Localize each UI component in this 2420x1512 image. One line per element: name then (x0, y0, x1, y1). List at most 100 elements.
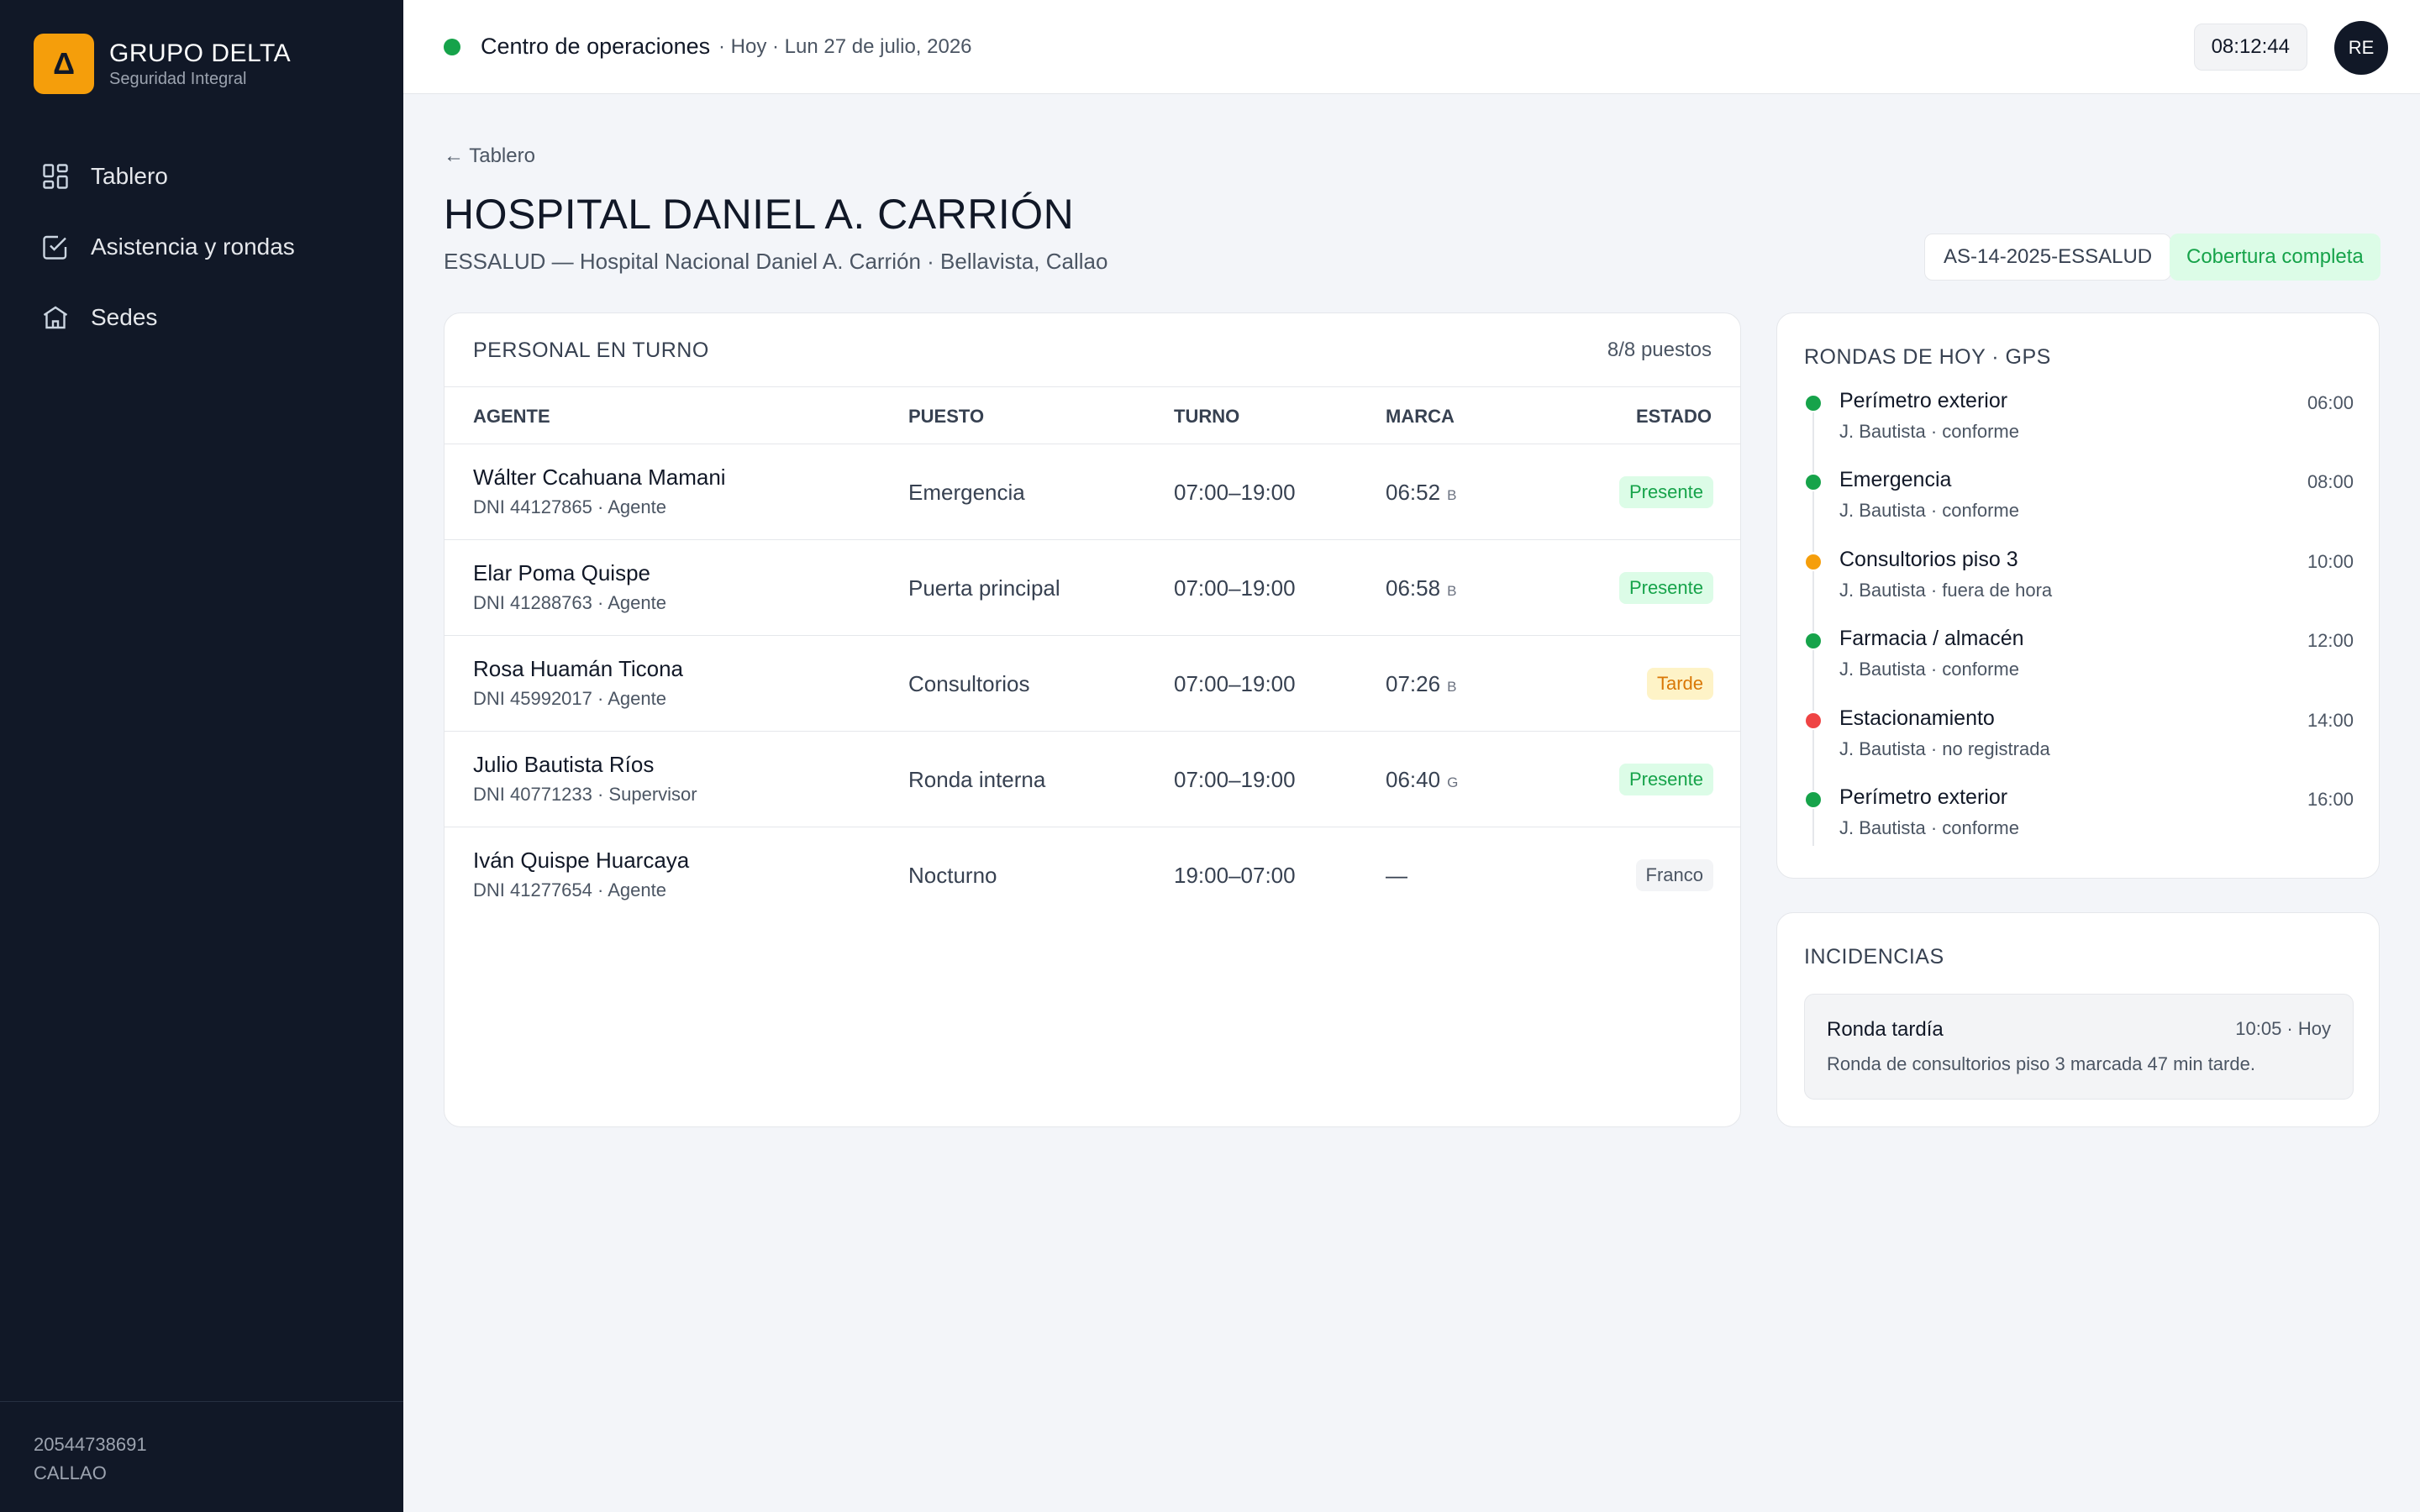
agent-post: Consultorios (908, 671, 1030, 696)
agent-meta: DNI 41277654 · Agente (473, 879, 666, 900)
clock: 08:12:44 (2193, 24, 2307, 71)
table-row[interactable]: Rosa Huamán Ticona DNI 45992017 · Agente… (445, 636, 1740, 732)
mark-source: B (1447, 679, 1457, 695)
status-badge: Presente (1618, 476, 1713, 508)
mark-source: B (1447, 487, 1457, 503)
brand[interactable]: Δ GRUPO DELTA Seguridad Integral (34, 34, 291, 94)
card-title: INCIDENCIAS (1804, 945, 1944, 969)
mark-source: B (1447, 583, 1457, 599)
sidebar-footer: 20544738691 CALLAO (0, 1401, 403, 1512)
sidebar: Δ GRUPO DELTA Seguridad Integral Tablero… (0, 0, 403, 1512)
sidebar-item-label: Asistencia y rondas (91, 234, 295, 260)
staff-on-duty-card: PERSONAL EN TURNO 8/8 puestos AGENTE PUE… (444, 312, 1741, 1127)
mark-time: — (1386, 863, 1407, 888)
round-time: 10:00 (2307, 550, 2354, 572)
table-row[interactable]: Elar Poma Quispe DNI 41288763 · Agente P… (445, 540, 1740, 636)
agent-shift: 07:00–19:00 (1174, 767, 1296, 792)
column-header-post: PUESTO (908, 406, 985, 427)
round-meta: J. Bautista · conforme (1839, 816, 2019, 838)
page-title: HOSPITAL DANIEL A. CARRIÓN (444, 191, 1075, 238)
agent-name: Wálter Ccahuana Mamani (473, 465, 726, 490)
coverage-status-badge: Cobertura completa (2170, 234, 2381, 281)
card-title: PERSONAL EN TURNO (473, 339, 709, 362)
round-status-dot-icon (1806, 396, 1821, 411)
sidebar-item-label: Sedes (91, 304, 158, 330)
timeline-connector (1812, 650, 1814, 711)
mark-time: 06:40 (1386, 767, 1441, 792)
grid-icon (43, 164, 68, 189)
agent-meta: DNI 40771233 · Supervisor (473, 784, 697, 805)
rounds-timeline: Perímetro exterior J. Bautista · conform… (1804, 389, 2354, 864)
topbar-title: Centro de operaciones (481, 34, 711, 59)
round-item[interactable]: Estacionamiento J. Bautista · no registr… (1804, 706, 2354, 790)
brand-name: GRUPO DELTA (109, 39, 292, 67)
company-ruc: 20544738691 (34, 1434, 147, 1455)
column-header-agent: AGENTE (473, 406, 550, 427)
status-badge: Presente (1618, 764, 1713, 795)
round-item[interactable]: Perímetro exterior J. Bautista · conform… (1804, 389, 2354, 473)
topbar: Centro de operaciones · Hoy · Lun 27 de … (403, 0, 2420, 94)
round-time: 08:00 (2307, 471, 2354, 493)
column-header-mark: MARCA (1386, 406, 1455, 427)
round-meta: J. Bautista · conforme (1839, 659, 2019, 680)
sidebar-item-tablero[interactable]: Tablero (0, 141, 403, 212)
status-badge: Presente (1618, 572, 1713, 604)
round-item[interactable]: Emergencia J. Bautista · conforme 08:00 (1804, 468, 2354, 553)
round-time: 12:00 (2307, 630, 2354, 652)
agent-mark: 07:26 B (1386, 671, 1456, 697)
incidents-card: INCIDENCIAS Ronda tardía 10:05 · Hoy Ron… (1776, 912, 2380, 1127)
round-item[interactable]: Farmacia / almacén J. Bautista · conform… (1804, 627, 2354, 711)
agent-shift: 19:00–07:00 (1174, 863, 1296, 888)
round-name: Emergencia (1839, 468, 1952, 492)
timeline-connector (1812, 808, 1814, 846)
mark-time: 07:26 (1386, 671, 1441, 696)
status-badge: Franco (1635, 859, 1713, 891)
column-header-status: ESTADO (1635, 406, 1712, 427)
rounds-card: RONDAS DE HOY · GPS Perímetro exterior J… (1776, 312, 2380, 879)
round-status-dot-icon (1806, 475, 1821, 491)
round-status-dot-icon (1806, 633, 1821, 649)
checkbox-icon (43, 235, 67, 260)
round-meta: J. Bautista · fuera de hora (1839, 579, 2053, 601)
round-name: Estacionamiento (1839, 706, 1995, 730)
mark-time: 06:52 (1386, 480, 1441, 505)
round-item[interactable]: Consultorios piso 3 J. Bautista · fuera … (1804, 548, 2354, 632)
incident-description: Ronda de consultorios piso 3 marcada 47 … (1827, 1053, 2255, 1074)
agent-name: Elar Poma Quispe (473, 560, 650, 585)
sidebar-nav: Tablero Asistencia y rondas Sedes (0, 141, 403, 353)
round-time: 14:00 (2307, 709, 2354, 731)
card-title: RONDAS DE HOY · GPS (1804, 345, 2051, 369)
topbar-date: · Hoy · Lun 27 de julio, 2026 (718, 35, 972, 58)
building-icon (43, 306, 68, 329)
delta-logo-icon: Δ (34, 34, 94, 94)
agent-mark: 06:40 G (1386, 767, 1458, 793)
round-status-dot-icon (1806, 791, 1821, 807)
sidebar-item-asistencia[interactable]: Asistencia y rondas (0, 212, 403, 282)
back-link[interactable]: ← Tablero (444, 144, 535, 167)
agent-shift: 07:00–19:00 (1174, 575, 1296, 601)
round-time: 06:00 (2307, 392, 2354, 413)
table-row[interactable]: Iván Quispe Huarcaya DNI 41277654 · Agen… (445, 827, 1740, 923)
online-status-icon (444, 39, 460, 55)
round-name: Perímetro exterior (1839, 389, 2008, 412)
round-item[interactable]: Perímetro exterior J. Bautista · conform… (1804, 785, 2354, 864)
table-row[interactable]: Wálter Ccahuana Mamani DNI 44127865 · Ag… (445, 444, 1740, 540)
agent-shift: 07:00–19:00 (1174, 671, 1296, 696)
agent-mark: — (1386, 863, 1414, 889)
brand-subtitle: Seguridad Integral (109, 70, 247, 88)
incident-item[interactable]: Ronda tardía 10:05 · Hoy Ronda de consul… (1804, 994, 2354, 1100)
agent-meta: DNI 45992017 · Agente (473, 688, 666, 709)
table-row[interactable]: Julio Bautista Ríos DNI 40771233 · Super… (445, 732, 1740, 827)
avatar[interactable]: RE (2334, 21, 2388, 75)
brand-text: GRUPO DELTA Seguridad Integral (109, 39, 291, 89)
sidebar-item-label: Tablero (91, 163, 168, 189)
agent-name: Rosa Huamán Ticona (473, 656, 684, 681)
incident-time: 10:05 · Hoy (2235, 1018, 2331, 1039)
contract-code-badge: AS-14-2025-ESSALUD (1924, 234, 2172, 281)
agent-shift: 07:00–19:00 (1174, 480, 1296, 505)
round-meta: J. Bautista · no registrada (1839, 738, 2050, 759)
agent-post: Ronda interna (908, 767, 1046, 792)
agent-post: Nocturno (908, 863, 997, 888)
sidebar-item-sedes[interactable]: Sedes (0, 282, 403, 353)
round-name: Perímetro exterior (1839, 785, 2008, 809)
